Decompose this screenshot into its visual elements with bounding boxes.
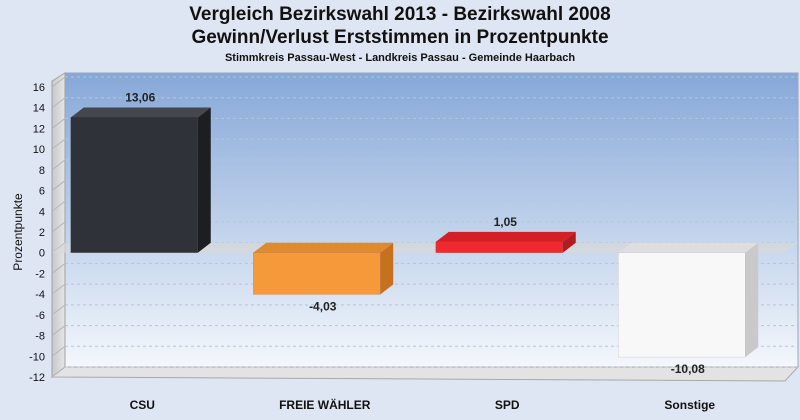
gridline-side [51, 159, 66, 171]
y-tick-label: 8 [39, 165, 45, 177]
gridline-side [51, 345, 66, 357]
bar-spd [435, 231, 576, 253]
bar-freie-wähler [253, 242, 394, 295]
bar-sonstige [618, 242, 759, 358]
bar-top-face [70, 107, 211, 118]
gridline-side [51, 304, 66, 316]
x-tick-label: SPD [495, 398, 520, 412]
gridline-side [51, 366, 66, 378]
bar-csu [70, 107, 211, 253]
y-tick-label: 2 [39, 227, 45, 239]
gridline-side [51, 138, 66, 150]
bar-side-face [380, 242, 394, 295]
y-tick-label: 10 [33, 144, 45, 156]
x-tick-label: FREIE WÄHLER [279, 397, 371, 412]
bar-front-face [253, 252, 381, 295]
bar-front-face [70, 117, 198, 253]
gridline-side [51, 221, 66, 233]
gridline-side [51, 325, 66, 336]
bar-top-face [618, 242, 759, 253]
bar-side-face [745, 242, 759, 358]
chart-title-line-2: Gewinn/Verlust Erststimmen in Prozentpun… [191, 27, 609, 48]
chart-subtitle: Stimmkreis Passau-West - Landkreis Passa… [224, 52, 576, 64]
y-tick-label: -2 [35, 268, 45, 280]
gridline-side [51, 283, 66, 295]
y-axis-label: Prozentpunkte [11, 193, 25, 271]
x-tick-label: Sonstige [664, 398, 715, 412]
y-tick-label: -8 [35, 331, 45, 343]
y-tick-label: 4 [39, 206, 45, 218]
bar-top-face [253, 242, 394, 253]
y-tick-label: -6 [35, 310, 45, 322]
gridline-side [51, 200, 66, 212]
bar-front-face [435, 241, 563, 253]
x-tick-label: CSU [130, 398, 155, 412]
y-tick-label: -10 [29, 351, 45, 363]
bar-top-face [435, 231, 576, 242]
bar-side-face [197, 107, 211, 253]
bar-side-face [562, 231, 576, 253]
gridline-side [51, 263, 66, 274]
y-tick-label: 12 [33, 123, 45, 135]
value-label: -4,03 [309, 299, 337, 313]
y-tick-label: -4 [35, 289, 45, 301]
y-tick-label: 14 [33, 103, 45, 115]
chart-title: Vergleich Bezirkswahl 2013 - Bezirkswahl… [189, 4, 611, 25]
value-label: 13,06 [125, 90, 155, 104]
gridline-side [51, 118, 66, 129]
y-tick-label: 0 [39, 248, 45, 260]
value-label: 1,05 [494, 215, 518, 229]
gridline-side [51, 76, 66, 88]
gridline-side [51, 180, 66, 191]
value-label: -10,08 [671, 362, 705, 376]
side-wall [51, 72, 66, 379]
y-tick-label: 16 [33, 82, 45, 94]
zero-plane [52, 242, 798, 253]
bar-front-face [618, 252, 746, 358]
y-tick-label: 6 [39, 186, 45, 198]
gridline-side [51, 97, 66, 109]
y-tick-label: -12 [29, 372, 45, 384]
